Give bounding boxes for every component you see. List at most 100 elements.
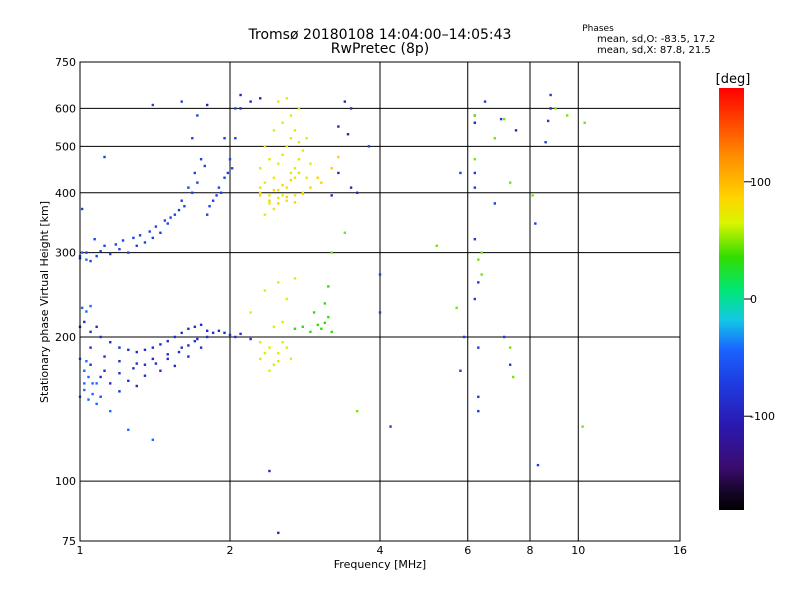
data-point xyxy=(263,213,267,216)
data-point xyxy=(330,330,333,334)
colorbar xyxy=(719,88,744,510)
data-point xyxy=(316,323,319,327)
colorbar-tick-label: -100 xyxy=(750,410,775,423)
data-point xyxy=(109,382,112,385)
data-point xyxy=(327,285,330,288)
data-point xyxy=(508,346,512,349)
data-point xyxy=(502,335,506,339)
data-point xyxy=(83,382,86,385)
data-point xyxy=(95,402,98,406)
data-point xyxy=(343,231,347,234)
data-point xyxy=(565,114,569,117)
data-point xyxy=(493,136,497,140)
data-point xyxy=(169,216,172,219)
data-point xyxy=(109,409,112,413)
data-point xyxy=(91,382,94,385)
data-point xyxy=(132,367,135,370)
colorbar-tick-label: 0 xyxy=(750,293,757,306)
data-point xyxy=(143,241,147,244)
data-point xyxy=(95,382,98,385)
data-point xyxy=(293,201,297,204)
data-point xyxy=(293,129,297,132)
data-point xyxy=(293,327,297,331)
data-point xyxy=(89,346,92,349)
data-point xyxy=(272,207,276,211)
data-point xyxy=(549,107,552,110)
data-point xyxy=(281,183,284,187)
data-point xyxy=(323,321,327,325)
data-point xyxy=(285,346,288,349)
data-point xyxy=(263,145,267,148)
data-point xyxy=(330,194,333,197)
data-point xyxy=(473,186,477,189)
data-point xyxy=(135,362,138,365)
data-point xyxy=(259,191,262,194)
data-point xyxy=(277,162,280,165)
data-point xyxy=(143,348,147,352)
data-point xyxy=(183,204,186,208)
data-point xyxy=(83,369,86,372)
colorbar-ticks: 100 0 -100 xyxy=(744,176,775,423)
data-point xyxy=(159,231,162,234)
data-point xyxy=(483,100,487,103)
data-point xyxy=(272,325,276,329)
data-point xyxy=(226,171,230,175)
data-point xyxy=(285,97,288,100)
data-point xyxy=(493,202,497,205)
data-point xyxy=(163,219,167,222)
data-point xyxy=(263,181,267,184)
data-point xyxy=(459,369,462,372)
y-tick-label: 300 xyxy=(55,247,76,260)
data-point xyxy=(187,186,190,189)
data-point xyxy=(297,107,301,110)
data-point xyxy=(511,375,515,379)
data-point xyxy=(205,329,209,333)
data-point xyxy=(499,117,503,121)
data-point xyxy=(249,311,252,314)
data-point xyxy=(205,103,209,107)
data-point xyxy=(281,320,284,324)
data-point xyxy=(268,194,271,197)
data-point xyxy=(455,306,458,310)
data-point xyxy=(135,244,138,247)
stats-x-mode: mean, sd,X: 87.8, 21.5 xyxy=(597,45,711,56)
data-point xyxy=(166,353,169,356)
data-point xyxy=(312,311,316,314)
data-point xyxy=(473,158,477,161)
data-point xyxy=(293,167,297,170)
data-point xyxy=(355,191,359,194)
data-point xyxy=(285,199,288,202)
data-point xyxy=(85,310,88,313)
data-point xyxy=(99,395,102,399)
data-point xyxy=(259,194,262,197)
data-point xyxy=(151,438,155,441)
data-point xyxy=(89,363,92,366)
data-point xyxy=(297,171,301,175)
data-point xyxy=(132,236,135,240)
data-point xyxy=(118,390,121,393)
data-point xyxy=(531,194,534,197)
data-point xyxy=(477,281,480,284)
data-point xyxy=(277,188,280,192)
x-tick-label: 1 xyxy=(77,544,84,557)
data-point xyxy=(346,133,350,136)
stats-o-mode: mean, sd,O: -83.5, 17.2 xyxy=(597,34,716,45)
data-point xyxy=(309,330,312,334)
data-point xyxy=(272,129,276,132)
data-point xyxy=(281,153,284,157)
data-point xyxy=(272,363,276,366)
data-point xyxy=(219,191,223,194)
data-point xyxy=(166,222,169,225)
data-point xyxy=(196,337,199,341)
data-point xyxy=(103,155,106,159)
data-point xyxy=(199,346,203,349)
data-point xyxy=(514,129,518,132)
data-point xyxy=(316,176,319,179)
data-point xyxy=(508,181,512,184)
data-point xyxy=(239,93,242,97)
data-point xyxy=(151,346,155,349)
data-point xyxy=(281,341,284,344)
data-point xyxy=(180,199,183,202)
data-point xyxy=(95,254,98,258)
y-tick-label: 400 xyxy=(55,187,76,200)
